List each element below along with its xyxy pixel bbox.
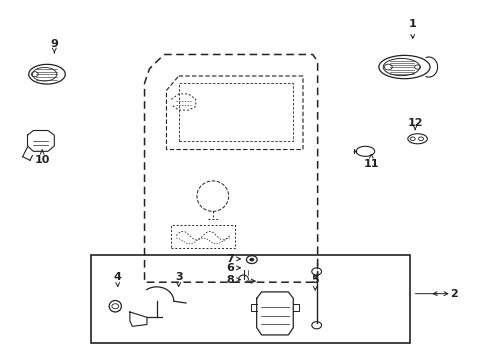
Text: 12: 12 — [407, 118, 422, 128]
Text: 4: 4 — [114, 272, 122, 282]
Text: 9: 9 — [50, 39, 58, 49]
Text: 3: 3 — [175, 272, 182, 282]
Text: 10: 10 — [34, 155, 50, 165]
Bar — [91, 255, 409, 343]
Circle shape — [249, 258, 254, 261]
Text: 7: 7 — [225, 254, 233, 264]
Text: 11: 11 — [363, 159, 378, 169]
Text: 2: 2 — [449, 289, 457, 299]
Text: 5: 5 — [311, 275, 318, 285]
Text: 8: 8 — [225, 275, 233, 285]
Text: 1: 1 — [408, 19, 416, 29]
Text: 6: 6 — [225, 263, 233, 273]
